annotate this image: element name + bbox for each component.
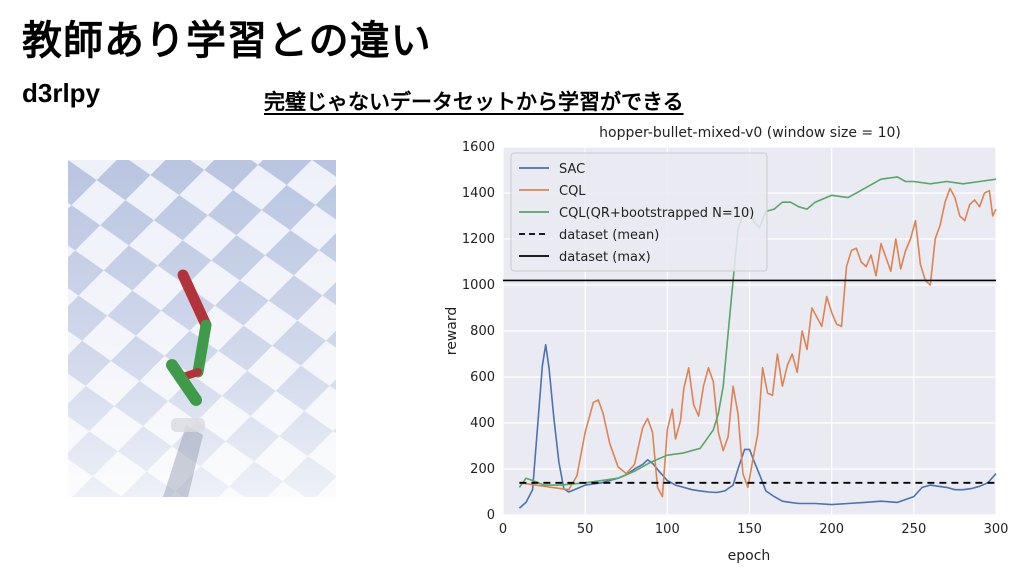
chart-title: hopper-bullet-mixed-v0 (window size = 10… xyxy=(599,125,901,141)
x-tick-label: 100 xyxy=(655,522,680,537)
x-tick-label: 50 xyxy=(577,522,594,537)
slide-subtitle: d3rlpy xyxy=(22,78,101,108)
y-axis-label: reward xyxy=(444,307,460,356)
y-tick-label: 0 xyxy=(487,508,495,523)
y-tick-label: 400 xyxy=(470,416,495,431)
series-line-0 xyxy=(518,344,997,509)
slide-title: 教師あり学習との違い xyxy=(22,18,432,64)
x-tick-label: 200 xyxy=(819,522,844,537)
x-tick-label: 150 xyxy=(737,522,762,537)
x-axis-label: epoch xyxy=(728,548,771,564)
y-tick-label: 1000 xyxy=(462,278,495,293)
x-tick-label: 0 xyxy=(499,522,507,537)
simulation-image xyxy=(68,160,336,497)
y-tick-label: 1400 xyxy=(462,186,495,201)
y-tick-label: 1600 xyxy=(462,140,495,155)
legend-box xyxy=(510,152,768,272)
reward-chart: hopper-bullet-mixed-v0 (window size = 10… xyxy=(438,118,1024,576)
chart-legend: SAC CQL CQL(QR+bootstrapped N=10) dataset (… xyxy=(510,152,768,272)
legend-entry: CQL xyxy=(559,184,586,199)
y-tick-label: 800 xyxy=(470,324,495,339)
legend-entry: SAC xyxy=(559,162,585,177)
reward-chart-svg: hopper-bullet-mixed-v0 (window size = 10… xyxy=(444,125,1009,564)
y-tick-label: 600 xyxy=(470,370,495,385)
y-tick-label: 1200 xyxy=(462,232,495,247)
legend-entry: dataset (mean) xyxy=(559,228,659,243)
hopper-robot-simulation xyxy=(68,160,336,497)
x-tick-label: 250 xyxy=(901,522,926,537)
legend-entry: dataset (max) xyxy=(559,250,651,265)
x-tick-label: 300 xyxy=(984,522,1009,537)
y-tick-label: 200 xyxy=(470,462,495,477)
series-line-1 xyxy=(519,187,997,498)
legend-entry: CQL(QR+bootstrapped N=10) xyxy=(559,206,754,221)
slide-caption: 完璧じゃないデータセットから学習ができる xyxy=(264,90,684,114)
